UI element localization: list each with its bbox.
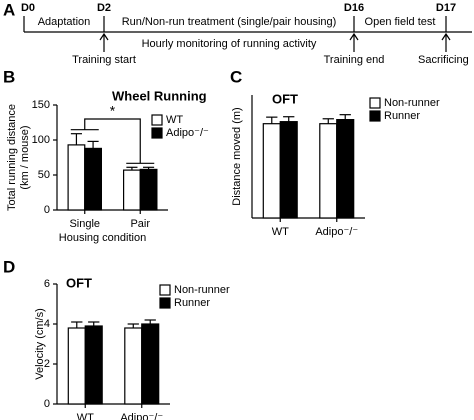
x-tick-label: Single [69,218,100,230]
bar [319,123,338,219]
legend-swatch [369,110,381,122]
bar [84,147,102,211]
y-tick-label: 100 [32,134,50,146]
bar [262,123,281,219]
panel-label: B [3,67,15,86]
timeline-note: Hourly monitoring of running activity [142,38,317,50]
day-label: D17 [436,2,456,14]
bar [67,327,86,405]
legend-label: Adipo⁻/⁻ [166,127,209,139]
significance-bracket [84,118,141,164]
chart-title: OFT [272,91,298,106]
event-label: Sacrificing [418,54,469,66]
chart-title: OFT [66,275,92,290]
y-tick-label: 50 [38,169,50,181]
y-axis-label: Distance moved (m) [231,107,243,205]
legend-swatch [151,127,163,139]
day-label: D2 [97,2,111,14]
legend-swatch [159,297,171,309]
event-label: Training start [72,54,136,66]
x-tick-label: WT [272,226,289,238]
legend-label: Non-runner [384,97,440,109]
arrow [349,32,359,52]
legend-label: Runner [384,110,420,122]
y-tick-label: 150 [32,99,50,111]
bar [279,121,298,219]
day-label: D0 [21,2,35,14]
y-tick-label: 0 [44,398,50,410]
panel-label: A [3,0,15,19]
x-tick-label: Pair [130,218,150,230]
chart-title: Wheel Running [112,88,207,103]
bar [67,144,86,211]
y-tick-label: 2 [44,358,50,370]
phase-label: Open field test [365,16,436,28]
bar [84,325,103,405]
arrow [99,32,109,52]
legend-label: Runner [174,297,210,309]
panel-label: D [3,257,15,276]
legend-label: Non-runner [174,284,230,296]
bar [122,169,141,211]
arrow [441,32,451,52]
y-axis-label: (km / mouse) [19,125,31,189]
y-tick-label: 4 [44,318,50,330]
x-axis-label: Housing condition [59,232,146,244]
legend-label: WT [166,114,183,126]
legend-swatch [151,114,163,126]
x-tick-label: Adipo⁻/⁻ [120,412,163,420]
x-tick-label: Adipo⁻/⁻ [315,226,358,238]
y-axis-label: Velocity (cm/s) [34,308,46,380]
day-label: D16 [344,2,364,14]
bar [336,118,355,219]
phase-label: Adaptation [38,16,91,28]
y-tick-label: 6 [44,278,50,290]
bar [139,168,158,211]
bar [124,327,143,405]
legend-swatch [369,97,381,109]
significance-label: * [110,103,116,119]
phase-label: Run/Non-run treatment (single/pair housi… [122,16,337,28]
bar [141,323,160,405]
x-tick-label: WT [77,412,94,420]
y-axis-label: Total running distance [6,104,18,211]
event-label: Training end [324,54,385,66]
legend-swatch [159,284,171,296]
panel-label: C [230,67,242,86]
y-tick-label: 0 [44,204,50,216]
